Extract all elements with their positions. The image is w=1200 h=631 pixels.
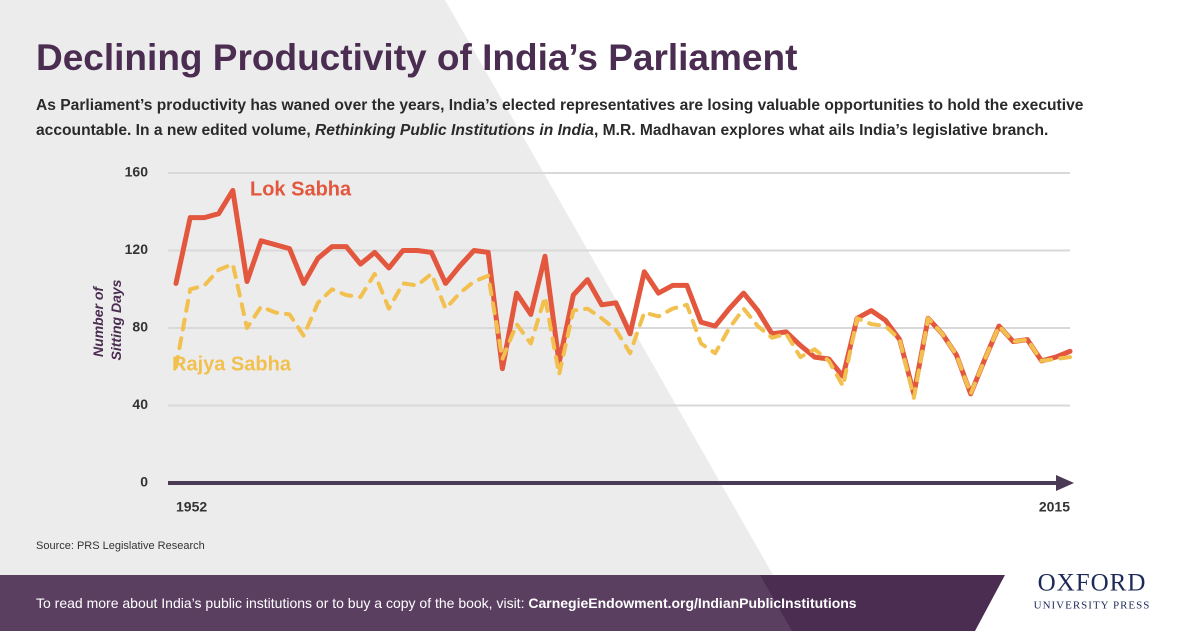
subtitle-text: As Parliament’s productivity has waned o… xyxy=(36,97,1084,139)
y-tick-label: 40 xyxy=(132,396,148,412)
book-title: Rethinking Public Institutions in India xyxy=(315,122,594,139)
footer-link[interactable]: CarnegieEndowment.org/IndianPublicInstit… xyxy=(528,595,856,611)
y-tick-label: 160 xyxy=(125,164,149,180)
chart-title: Declining Productivity of India’s Parlia… xyxy=(36,37,797,78)
y-tick-label: 120 xyxy=(125,241,149,257)
footer-shape xyxy=(0,575,792,631)
x-tick-label: 1952 xyxy=(176,499,207,515)
series-line xyxy=(174,262,1072,400)
y-axis-label-line: Sitting Days xyxy=(108,279,124,360)
subtitle-text: , M.R. Madhavan explores what ails India… xyxy=(593,122,1049,139)
source: Source: PRS Legislative Research xyxy=(36,540,205,552)
logo: OXFORD xyxy=(1038,570,1147,597)
logo-sub: UNIVERSITY PRESS xyxy=(1034,600,1151,612)
subtitle: As Parliament’s productivity has waned o… xyxy=(36,93,1176,143)
footer-note: To read more about India’s public instit… xyxy=(36,595,528,611)
y-axis-label-line: Number of xyxy=(90,286,106,357)
x-axis-arrow xyxy=(1056,475,1074,491)
series-label: Lok Sabha xyxy=(250,178,352,200)
footer-text: To read more about India’s public instit… xyxy=(36,595,857,611)
y-axis-label: Number of Sitting Days xyxy=(90,279,124,360)
background-shape xyxy=(0,0,805,631)
y-tick-label: 80 xyxy=(132,319,148,335)
series-label: Rajya Sabha xyxy=(172,353,292,375)
y-tick-label: 0 xyxy=(140,474,148,490)
x-tick-label: 2015 xyxy=(1039,499,1070,515)
